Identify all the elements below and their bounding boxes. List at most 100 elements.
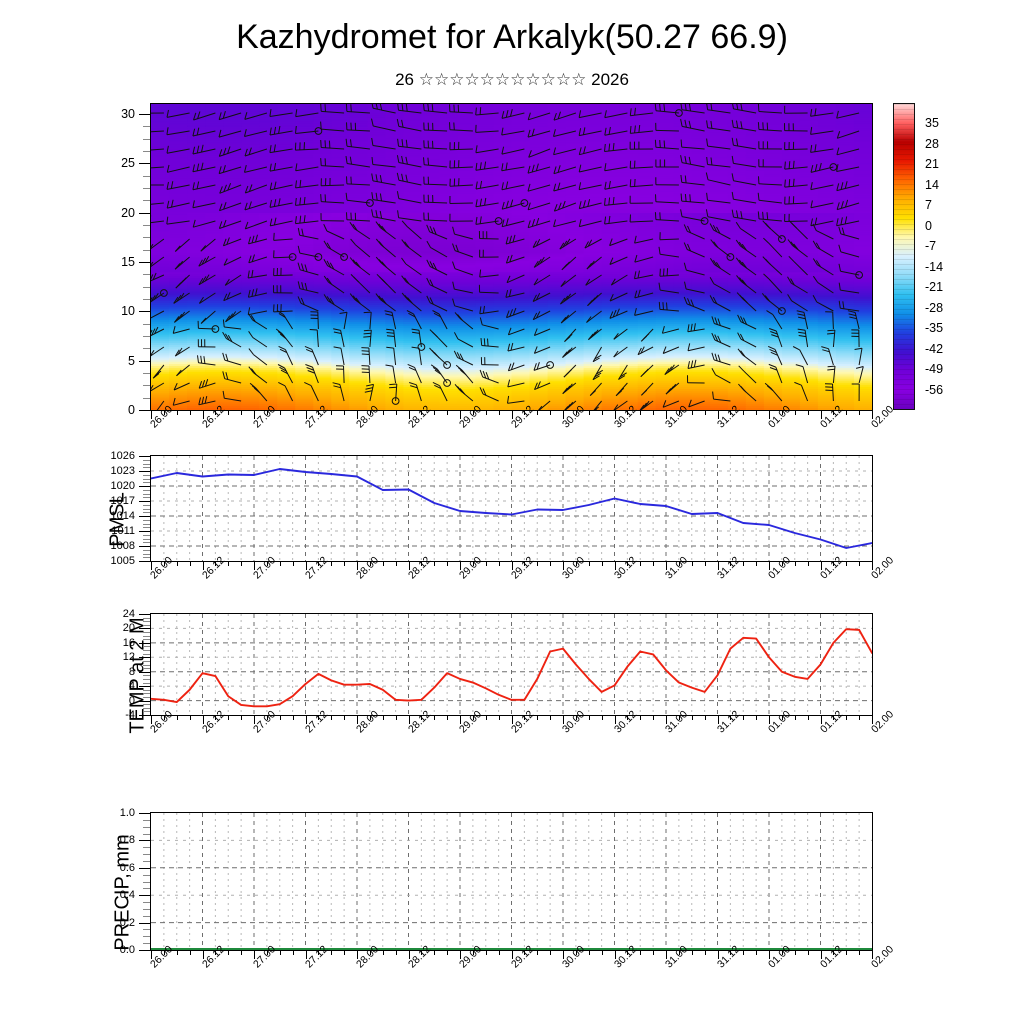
y-tick-minor <box>143 860 150 862</box>
y-tick-minor <box>143 553 150 555</box>
y-axis-label: 12 <box>122 651 135 664</box>
x-axis-label: 02.00 <box>869 943 897 971</box>
precip-panel[interactable] <box>150 812 873 951</box>
x-tick-major <box>820 411 822 419</box>
x-tick-minor <box>241 411 243 415</box>
y-tick-minor <box>143 323 150 325</box>
y-tick-minor <box>143 943 150 945</box>
upper-air-plot-area[interactable] <box>150 103 873 411</box>
x-tick-minor <box>807 716 809 720</box>
x-tick-minor <box>575 562 577 566</box>
y-axis-label: 0.2 <box>119 916 135 929</box>
pmsl-panel[interactable] <box>150 455 873 562</box>
y-tick-major <box>139 360 150 362</box>
x-tick-minor <box>537 411 539 415</box>
y-tick-minor <box>143 534 150 536</box>
pmsl-plot-area[interactable] <box>150 455 873 562</box>
colorbar-tick-label: -14 <box>925 259 944 274</box>
x-tick-minor <box>601 716 603 720</box>
y-tick-major <box>139 546 150 547</box>
x-tick-major <box>511 716 513 724</box>
x-tick-minor <box>369 951 371 955</box>
x-tick-major <box>872 716 873 724</box>
y-axis-label: 4 <box>128 680 135 693</box>
x-tick-major <box>563 716 564 724</box>
x-tick-major <box>717 716 719 724</box>
x-tick-minor <box>498 562 500 566</box>
y-tick-minor <box>143 274 150 276</box>
temp-2m-panel[interactable] <box>150 613 873 716</box>
x-tick-minor <box>846 716 848 720</box>
y-tick-minor <box>143 689 150 691</box>
x-tick-major <box>563 411 564 419</box>
x-tick-minor <box>382 716 384 720</box>
y-tick-minor <box>143 493 150 495</box>
x-tick-minor <box>524 716 526 720</box>
x-tick-minor <box>292 716 294 720</box>
x-tick-minor <box>640 951 642 955</box>
x-tick-minor <box>498 716 500 720</box>
x-tick-minor <box>588 951 590 955</box>
x-tick-minor <box>627 411 629 415</box>
y-tick-minor <box>143 854 150 856</box>
y-tick-minor <box>143 664 150 666</box>
y-axis-label: 8 <box>128 665 135 678</box>
y-tick-minor <box>143 397 150 399</box>
x-tick-minor <box>382 411 384 415</box>
y-tick-minor <box>143 200 150 202</box>
y-axis-label: 1008 <box>110 540 135 552</box>
x-tick-minor <box>228 951 230 955</box>
x-tick-minor <box>176 716 178 720</box>
y-axis-label: 1011 <box>111 525 135 537</box>
y-tick-minor <box>143 833 150 835</box>
y-tick-minor <box>143 523 150 525</box>
colorbar-tick-label: -56 <box>925 382 944 397</box>
y-tick-minor <box>143 650 150 652</box>
x-tick-minor <box>653 716 655 720</box>
x-tick-minor <box>691 562 693 566</box>
x-tick-minor <box>266 951 268 955</box>
x-tick-minor <box>704 411 706 415</box>
y-axis-label: 1017 <box>110 495 135 507</box>
x-tick-minor <box>807 411 809 415</box>
x-tick-major <box>151 716 152 724</box>
x-tick-minor <box>627 951 629 955</box>
x-tick-major <box>717 411 719 419</box>
y-tick-major <box>139 922 150 924</box>
y-tick-minor <box>143 711 150 713</box>
y-tick-major <box>139 456 150 457</box>
x-tick-minor <box>266 411 268 415</box>
y-tick-minor <box>143 138 150 140</box>
x-tick-major <box>408 562 410 570</box>
x-tick-minor <box>163 562 165 566</box>
y-tick-minor <box>143 519 150 521</box>
x-tick-minor <box>524 411 526 415</box>
x-tick-major <box>202 562 204 570</box>
x-tick-minor <box>730 411 732 415</box>
y-tick-minor <box>143 635 150 637</box>
x-axis-label: 02.00 <box>869 403 897 431</box>
x-tick-minor <box>524 951 526 955</box>
y-tick-minor <box>143 489 150 491</box>
x-tick-minor <box>704 951 706 955</box>
y-tick-major <box>139 867 150 869</box>
x-tick-minor <box>215 562 217 566</box>
x-tick-major <box>357 562 358 570</box>
y-axis-label: 20 <box>121 205 135 220</box>
x-tick-minor <box>730 716 732 720</box>
y-tick-minor <box>143 497 150 499</box>
x-tick-minor <box>678 562 680 566</box>
x-tick-minor <box>575 951 577 955</box>
x-tick-minor <box>434 716 436 720</box>
temp-plot-area[interactable] <box>150 613 873 716</box>
y-tick-minor <box>143 874 150 876</box>
x-tick-minor <box>447 411 449 415</box>
x-tick-major <box>460 716 461 724</box>
upper-air-cross-section[interactable] <box>150 103 873 411</box>
x-tick-minor <box>472 411 474 415</box>
precip-plot-area[interactable] <box>150 812 873 951</box>
y-tick-minor <box>143 902 150 904</box>
colorbar-bands <box>894 104 914 409</box>
x-tick-minor <box>550 562 552 566</box>
x-tick-major <box>460 951 461 959</box>
